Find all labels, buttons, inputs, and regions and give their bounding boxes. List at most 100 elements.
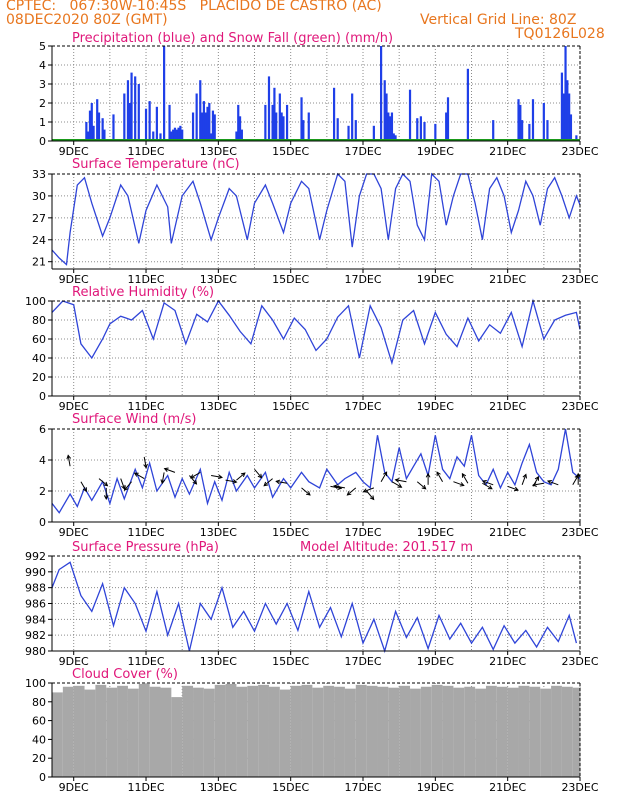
wind-arrow-head	[133, 472, 139, 477]
cloud-bar	[580, 685, 581, 777]
cloud-bar	[507, 687, 519, 777]
x-tick-label: 11DEC	[127, 145, 164, 158]
precip-bar	[389, 116, 392, 141]
precip-bar	[101, 118, 104, 141]
precip-bar	[566, 80, 569, 141]
y-tick-label: 24	[32, 234, 46, 247]
precip-bar	[168, 104, 171, 141]
wind-arrow	[67, 455, 71, 467]
x-tick-label: 11DEC	[127, 400, 164, 413]
precip-bar	[332, 87, 336, 141]
x-tick-label: 17DEC	[344, 400, 381, 413]
wind-arrow	[572, 475, 579, 486]
cloud-bar	[518, 685, 530, 777]
precip-bar	[134, 76, 137, 141]
wind-arrow-head	[382, 471, 388, 477]
wind-arrow	[120, 478, 125, 490]
x-tick-label: 19DEC	[417, 273, 454, 286]
wind-arrow-head	[461, 472, 467, 478]
y-tick-label: 0	[39, 390, 46, 403]
y-tick-label: 100	[25, 677, 46, 690]
x-tick-label: 21DEC	[489, 273, 526, 286]
wind-arrow-head	[522, 473, 527, 479]
wind-arrow-head	[362, 488, 368, 493]
x-tick-label: 15DEC	[272, 655, 309, 668]
wind-arrow	[453, 481, 464, 486]
precip-bar	[347, 125, 350, 141]
precip-bar	[445, 112, 448, 141]
y-tick-label: 982	[25, 629, 46, 642]
precip-bar	[568, 93, 571, 141]
wind-arrow-head	[534, 475, 540, 481]
precip-bar	[528, 123, 531, 141]
precip-bar	[155, 106, 158, 141]
wind-arrow	[161, 472, 165, 484]
cloud-bar	[431, 684, 443, 777]
wind-arrow	[301, 487, 311, 496]
cloud-bar	[410, 688, 421, 777]
wind-arrow-head	[531, 482, 537, 487]
wind-arrow-head	[103, 481, 109, 487]
wind-arrow	[276, 480, 288, 484]
precip-bar	[126, 80, 130, 141]
cloud-bar	[334, 686, 345, 777]
cloud-bar	[388, 687, 400, 777]
series-line	[51, 298, 581, 366]
precip-bar	[564, 46, 567, 141]
cloud-bar	[106, 687, 118, 777]
precip-bar	[285, 104, 289, 141]
cloud-bar	[301, 684, 313, 777]
x-tick-label: 21DEC	[489, 655, 526, 668]
x-tick-label: 11DEC	[127, 273, 164, 286]
wind-arrow	[436, 471, 444, 482]
wind-arrow-head	[481, 479, 487, 485]
y-tick-label: 33	[32, 168, 46, 181]
x-tick-label: 13DEC	[200, 655, 237, 668]
precip-bar	[90, 103, 93, 141]
x-tick-label: 21DEC	[489, 145, 526, 158]
precip-bar	[96, 99, 99, 141]
cloud-bar	[203, 688, 215, 777]
precip-bar	[88, 110, 92, 141]
wind-arrow-head	[189, 474, 195, 479]
precip-bar	[562, 93, 565, 141]
wind-arrow	[482, 480, 494, 486]
precip-bar	[264, 104, 267, 141]
precip-bar	[271, 104, 274, 141]
precip-bar	[204, 112, 207, 141]
precip-bar	[392, 133, 395, 141]
header-model-code: TQ0126L028	[515, 26, 605, 42]
precip-bar	[177, 127, 180, 141]
x-tick-label: 23DEC	[561, 273, 598, 286]
precip-bar	[379, 46, 383, 141]
y-tick-label: 992	[25, 550, 46, 563]
y-tick-label: 0	[39, 135, 46, 148]
precip-bar	[237, 104, 240, 141]
x-tick-label: 19DEC	[417, 400, 454, 413]
precip-bar	[128, 103, 131, 141]
precip-bar	[434, 123, 437, 141]
y-tick-label: 0	[39, 516, 46, 529]
precip-bar	[519, 104, 522, 141]
cloud-bar	[442, 685, 454, 777]
cloud-bar	[529, 686, 541, 777]
precip-bar	[542, 103, 545, 141]
x-tick-label: 23DEC	[561, 145, 598, 158]
wind-arrow-head	[575, 472, 581, 478]
wind-arrow	[380, 471, 388, 482]
precip-bar	[383, 80, 386, 141]
precip-bar	[423, 122, 426, 141]
cloud-bar	[377, 686, 389, 777]
precip-bar	[210, 133, 213, 141]
wind-arrow	[416, 481, 427, 490]
wind-arrow-head	[160, 479, 166, 485]
panel-title: Surface Temperature (nC)	[72, 157, 240, 172]
wind-arrow-head	[192, 479, 198, 485]
y-tick-label: 2	[39, 485, 46, 498]
precip-bar	[238, 116, 242, 141]
x-tick-label: 13DEC	[200, 400, 237, 413]
cloud-bar	[117, 685, 128, 777]
x-tick-label: 11DEC	[127, 781, 164, 794]
y-tick-label: 984	[25, 613, 46, 626]
y-tick-label: 20	[32, 752, 46, 765]
